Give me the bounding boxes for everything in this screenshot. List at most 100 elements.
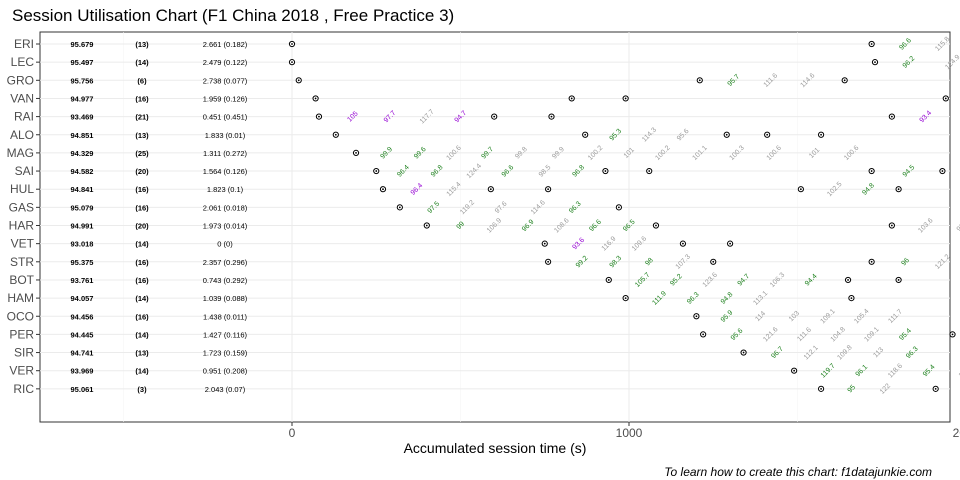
- y-tick-label: HAR: [9, 219, 35, 233]
- stint-marker-dot: [897, 279, 900, 281]
- lap-count: (16): [135, 94, 149, 103]
- stint-marker-dot: [543, 242, 546, 245]
- stint-marker-dot: [493, 115, 496, 118]
- x-axis-title: Accumulated session time (s): [404, 440, 587, 456]
- stint-marker-dot: [847, 279, 849, 281]
- best-lap-time: 94.445: [71, 330, 94, 339]
- stint-marker-dot: [870, 43, 873, 45]
- stint-marker-dot: [398, 206, 401, 209]
- y-tick-label: SAI: [15, 164, 34, 178]
- x-tick-label: 2000: [953, 426, 960, 440]
- best-lap-time: 93.018: [71, 240, 94, 249]
- plot-panel: [39, 31, 951, 423]
- stint-marker-dot: [742, 351, 745, 354]
- stint-marker-dot: [820, 387, 822, 390]
- y-tick-label: VAN: [10, 91, 34, 105]
- y-tick-label: OCO: [7, 309, 34, 323]
- best-lap-time: 93.469: [71, 113, 94, 122]
- y-tick-label: GAS: [9, 200, 34, 214]
- lap-count: (3): [137, 385, 147, 394]
- stint-marker-dot: [570, 97, 573, 100]
- best-lap-time: 94.977: [71, 94, 94, 103]
- x-tick-label: 1000: [616, 426, 643, 440]
- stint-marker-dot: [870, 260, 873, 263]
- stint-marker-dot: [897, 188, 900, 191]
- stint-marker-dot: [624, 297, 627, 299]
- stint-marker-dot: [547, 260, 550, 263]
- stint-marker-dot: [695, 315, 698, 318]
- lap-count: (14): [135, 294, 149, 303]
- x-tick-label: 0: [289, 426, 296, 440]
- stint-marker-dot: [820, 133, 822, 136]
- stint-marker-dot: [890, 115, 893, 118]
- stint-marker-dot: [425, 224, 428, 227]
- y-tick-label: HAM: [7, 291, 34, 305]
- stint-marker-dot: [382, 188, 384, 191]
- gap-to-best: 1.438 (0.011): [203, 312, 248, 321]
- best-lap-time: 94.991: [71, 222, 94, 231]
- stint-marker-dot: [890, 224, 893, 227]
- stint-marker-dot: [874, 61, 876, 64]
- best-lap-time: 95.756: [71, 76, 94, 85]
- gap-to-best: 1.823 (0.1): [207, 185, 244, 194]
- lap-count: (20): [135, 167, 149, 176]
- stint-marker-dot: [550, 115, 553, 118]
- stint-marker-dot: [355, 152, 357, 154]
- gap-to-best: 1.833 (0.01): [205, 131, 246, 140]
- stint-marker-dot: [729, 242, 731, 245]
- stint-marker-dot: [702, 333, 705, 336]
- best-lap-time: 94.057: [71, 294, 94, 303]
- stint-marker-dot: [682, 242, 684, 245]
- gap-to-best: 2.738 (0.077): [203, 76, 248, 85]
- y-tick-label: ERI: [14, 37, 34, 51]
- stint-marker-dot: [291, 61, 293, 64]
- lap-count: (20): [135, 222, 149, 231]
- stint-marker-dot: [850, 297, 853, 299]
- stint-marker-dot: [314, 97, 317, 100]
- gap-to-best: 1.311 (0.272): [203, 149, 248, 158]
- y-tick-label: STR: [10, 255, 34, 269]
- lap-time-label: 95: [847, 384, 858, 395]
- best-lap-time: 95.079: [71, 203, 94, 212]
- y-tick-label: HUL: [10, 182, 34, 196]
- lap-count: (16): [135, 312, 149, 321]
- lap-time-label: 97.1: [956, 218, 960, 233]
- stint-marker-dot: [297, 79, 300, 82]
- gap-to-best: 2.061 (0.018): [203, 203, 248, 212]
- best-lap-time: 93.761: [71, 276, 94, 285]
- y-axis-labels: ERI LEC GRO VAN RAI ALO MAG SAI HUL GAS HAR VET STR B…: [7, 37, 40, 396]
- stint-marker-dot: [870, 170, 873, 172]
- gap-to-best: 2.357 (0.296): [203, 258, 248, 267]
- x-axis-ticks: 0100020003000: [289, 422, 960, 440]
- stint-marker-dot: [698, 79, 701, 82]
- best-lap-time: 94.851: [71, 131, 94, 140]
- gap-to-best: 2.479 (0.122): [203, 58, 248, 67]
- y-tick-label: LEC: [11, 55, 35, 69]
- y-tick-label: ALO: [10, 128, 34, 142]
- lap-count: (16): [135, 276, 149, 285]
- y-tick-label: BOT: [9, 273, 34, 287]
- stint-marker-dot: [624, 97, 627, 100]
- lap-count: (16): [135, 203, 149, 212]
- stint-marker-dot: [655, 224, 657, 227]
- lap-count: (13): [135, 349, 149, 358]
- stint-marker-dot: [291, 43, 293, 45]
- stint-marker-dot: [584, 133, 587, 136]
- y-tick-label: VER: [9, 364, 34, 378]
- gap-to-best: 2.043 (0.07): [205, 385, 246, 394]
- lap-count: (25): [135, 149, 149, 158]
- lap-count: (14): [135, 58, 149, 67]
- best-lap-time: 94.456: [71, 312, 94, 321]
- lap-time-label: 99: [456, 221, 467, 232]
- stint-marker-dot: [766, 133, 769, 136]
- best-lap-time: 94.741: [71, 349, 94, 358]
- y-tick-label: SIR: [14, 346, 34, 360]
- gap-to-best: 2.661 (0.182): [203, 40, 248, 49]
- stint-marker-dot: [375, 170, 378, 172]
- y-tick-label: PER: [9, 327, 34, 341]
- stint-marker-dot: [648, 170, 651, 172]
- stint-marker-dot: [944, 97, 947, 100]
- stint-marker-dot: [934, 387, 937, 390]
- stint-marker-dot: [607, 279, 610, 281]
